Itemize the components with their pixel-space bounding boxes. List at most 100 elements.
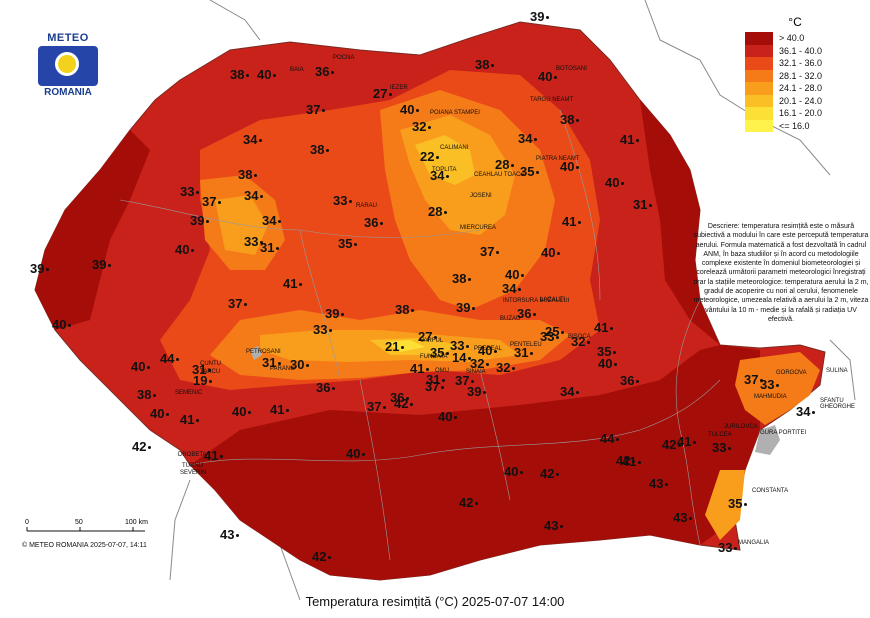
station-value: 40 [538, 70, 557, 83]
station-value: 39 [530, 10, 549, 23]
station-value: 33 [333, 194, 352, 207]
station-value: 43 [220, 528, 239, 541]
station-value: 39 [92, 258, 111, 271]
station-value: 37 [228, 297, 247, 310]
city-label: GURA PORTITEI [760, 430, 807, 436]
city-label: SFANTU GHEORGHE [820, 398, 856, 410]
map-description: Descriere: temperatura resimțită este o … [693, 223, 869, 323]
station-value: 34 [430, 169, 449, 182]
legend-item: > 40.0 [745, 32, 835, 45]
legend-swatch [745, 32, 773, 45]
station-value: 28 [428, 205, 447, 218]
legend-item: 24.1 - 28.0 [745, 82, 835, 95]
legend-label: 16.1 - 20.0 [779, 108, 823, 119]
station-value: 40 [438, 410, 457, 423]
station-value: 34 [243, 133, 262, 146]
legend-swatch [745, 94, 773, 107]
scale-tick-0: 0 [25, 519, 29, 526]
station-value: 40 [505, 268, 524, 281]
station-value: 43 [673, 511, 692, 524]
legend-swatch [745, 119, 773, 132]
station-value: 30 [290, 358, 309, 371]
legend-label: 28.1 - 32.0 [779, 70, 823, 81]
station-value: 35 [520, 165, 539, 178]
legend-item: 36.1 - 40.0 [745, 44, 835, 57]
city-label: SEVERIN [180, 470, 207, 476]
city-label: PETROSANI [246, 349, 281, 355]
station-value: 33 [180, 185, 199, 198]
legend-label: 20.1 - 24.0 [779, 95, 823, 106]
legend-swatch [745, 57, 773, 70]
city-label: BAIA [290, 67, 304, 73]
station-value: 38 [560, 113, 579, 126]
station-value: 38 [230, 68, 249, 81]
scale-tick-100: 100 km [125, 519, 148, 526]
station-value: 41 [270, 403, 289, 416]
city-label: POIANA STAMPEI [430, 110, 480, 116]
station-value: 36 [315, 65, 334, 78]
city-label: TURNU [182, 463, 203, 469]
station-value: 41 [620, 133, 639, 146]
city-label: JURILOVCA [724, 424, 758, 430]
station-value: 25 [545, 325, 564, 338]
city-label: TULCEA [708, 432, 732, 438]
station-value: 42 [662, 438, 681, 451]
legend-item: 28.1 - 32.0 [745, 69, 835, 82]
city-label: OMU [435, 368, 449, 374]
station-value: 32 [571, 335, 590, 348]
station-value: 40 [560, 160, 579, 173]
station-value: 37 [744, 373, 763, 386]
legend-label: > 40.0 [779, 33, 805, 44]
city-label: RARAU [356, 203, 378, 209]
city-label: INTORSURA BUZAULUI [503, 298, 570, 304]
sun-icon [55, 52, 79, 76]
station-value: 21 [385, 340, 404, 353]
rivers [119, 109, 721, 561]
legend-label: <= 16.0 [779, 120, 810, 131]
station-value: 37 [306, 103, 325, 116]
city-label: IEZER [390, 85, 408, 91]
station-value: 44 [160, 352, 179, 365]
station-value: 37 [367, 400, 386, 413]
station-value: 39 [456, 301, 475, 314]
station-value: 42 [312, 550, 331, 563]
station-value: 44 [600, 432, 619, 445]
station-value: 40 [175, 243, 194, 256]
city-label: TARCU [200, 369, 221, 375]
station-value: 40 [504, 465, 523, 478]
city-label: TOPLITA [432, 167, 457, 173]
station-value: 34 [518, 132, 537, 145]
station-value: 31 [262, 356, 281, 369]
station-value: 32 [412, 120, 431, 133]
legend-item: <= 16.0 [745, 119, 835, 132]
city-label: MAHMUDIA [754, 394, 787, 400]
station-value: 33 [712, 441, 731, 454]
station-value: 39 [30, 262, 49, 275]
station-value: 33 [760, 378, 779, 391]
station-value: 40 [400, 103, 419, 116]
city-label: PARANG [270, 366, 295, 372]
city-label: POCNA [333, 55, 355, 61]
city-label: SEMENIC [175, 390, 203, 396]
station-value: 22 [420, 150, 439, 163]
station-value: 40 [541, 246, 560, 259]
station-value: 27 [373, 87, 392, 100]
station-value: 40 [52, 318, 71, 331]
city-label: SINAIA [466, 369, 486, 375]
station-value: 34 [502, 282, 521, 295]
station-value: 38 [475, 58, 494, 71]
station-value: 28 [495, 158, 514, 171]
legend-swatch [745, 69, 773, 82]
scale-tick-50: 50 [75, 519, 83, 526]
station-value: 36 [390, 391, 409, 404]
legend-swatch [745, 44, 773, 57]
station-value: 40 [605, 176, 624, 189]
station-value: 40 [346, 447, 365, 460]
station-value: 19 [193, 374, 212, 387]
city-label: CEAHLAU TOACA [474, 172, 525, 178]
station-value: 42 [132, 440, 151, 453]
station-value: 40 [150, 407, 169, 420]
city-label: BOTOSANI [556, 66, 587, 72]
legend-unit: °C [788, 15, 802, 29]
station-value: 33 [313, 323, 332, 336]
